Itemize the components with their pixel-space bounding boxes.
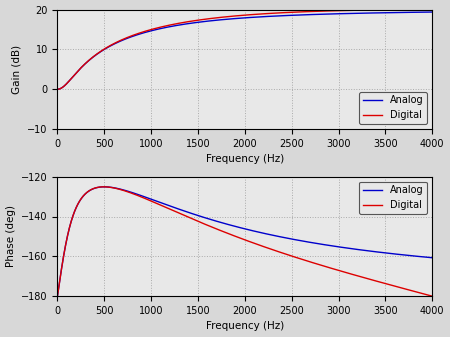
Analog [327, 244, 333, 248]
Analog [55, 87, 60, 91]
Analog [102, 185, 107, 189]
Y-axis label: Gain (dB): Gain (dB) [12, 45, 22, 94]
Digital [215, 16, 220, 20]
Analog [233, 224, 238, 228]
Analog [327, 12, 333, 16]
Legend: Analog, Digital: Analog, Digital [359, 182, 428, 214]
Digital [233, 14, 238, 18]
Line: Analog: Analog [58, 187, 432, 296]
Digital [233, 234, 238, 238]
Digital [55, 294, 60, 298]
Digital [327, 266, 333, 270]
Analog [418, 255, 423, 259]
Line: Digital: Digital [58, 187, 432, 296]
Analog [215, 220, 220, 224]
Line: Analog: Analog [58, 12, 432, 89]
Y-axis label: Phase (deg): Phase (deg) [5, 206, 16, 268]
Legend: Analog, Digital: Analog, Digital [359, 92, 428, 124]
Analog [215, 18, 220, 22]
Analog [429, 10, 435, 14]
Analog [212, 18, 218, 22]
Digital [101, 185, 107, 189]
Analog [429, 256, 435, 260]
Digital [212, 16, 218, 20]
Digital [400, 286, 405, 290]
Analog [418, 10, 423, 14]
Digital [212, 226, 218, 230]
Digital [429, 7, 435, 11]
Line: Digital: Digital [58, 9, 432, 89]
Digital [418, 291, 423, 295]
Digital [327, 9, 333, 13]
Analog [399, 10, 405, 14]
Analog [55, 294, 60, 298]
X-axis label: Frequency (Hz): Frequency (Hz) [206, 154, 284, 164]
Digital [418, 7, 423, 11]
Digital [429, 294, 435, 298]
Digital [399, 8, 405, 12]
Analog [233, 17, 238, 21]
X-axis label: Frequency (Hz): Frequency (Hz) [206, 321, 284, 332]
Analog [400, 253, 405, 257]
Analog [212, 219, 218, 223]
Digital [55, 87, 60, 91]
Digital [215, 227, 220, 232]
